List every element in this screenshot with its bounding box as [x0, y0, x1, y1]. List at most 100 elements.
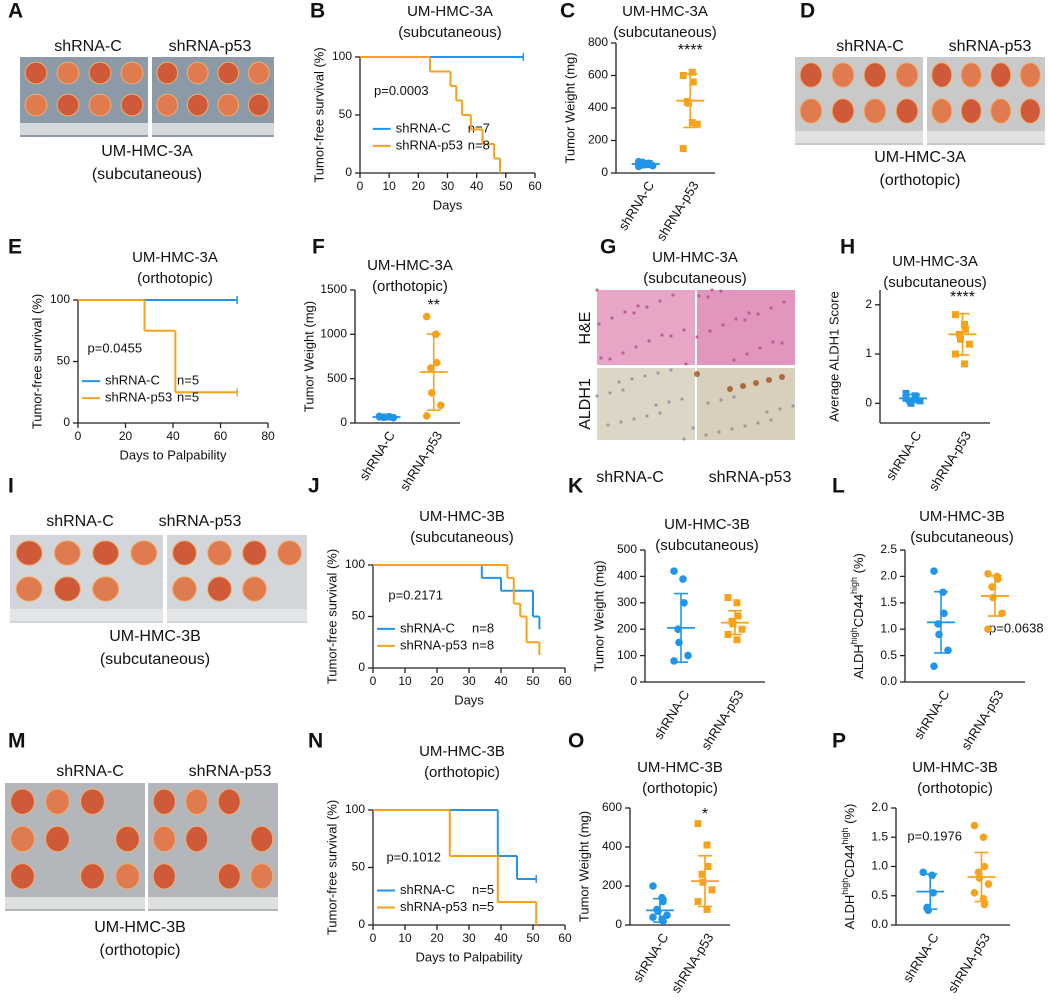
chart-title: UM-HMC-3B	[919, 508, 1005, 525]
x-tick-label: 30	[462, 931, 476, 945]
cell	[732, 358, 736, 362]
chart-title: UM-HMC-3B	[912, 759, 998, 776]
panel-letter: M	[8, 730, 26, 753]
x-tick-label: shRNA-C	[630, 930, 672, 985]
y-tick-label: 1500	[320, 282, 347, 296]
panel-letter: N	[308, 730, 323, 753]
data-point	[649, 882, 657, 890]
chart-title: UM-HMC-3A	[652, 249, 738, 266]
cell	[717, 430, 721, 434]
cell	[756, 421, 760, 425]
cell	[740, 383, 746, 389]
legend-label: shRNA-p53	[400, 899, 467, 914]
cell	[747, 311, 751, 315]
cell	[643, 374, 647, 378]
y-tick-label: 0.5	[880, 648, 897, 662]
row-label: H&E	[577, 312, 594, 345]
x-tick-label: shRNA-p53	[653, 178, 701, 243]
tumor	[799, 98, 823, 124]
cell	[706, 401, 710, 405]
y-tick-label: 0.5	[871, 888, 888, 902]
panel-letter: L	[832, 475, 845, 498]
cell	[669, 368, 673, 372]
legend-n: n=5	[177, 390, 199, 405]
tumor	[217, 788, 241, 815]
tumor	[56, 61, 80, 85]
y-tick-label: 0.0	[880, 674, 897, 688]
cell	[608, 391, 612, 395]
data-point	[733, 636, 741, 644]
y-tick-label: 1.0	[880, 621, 897, 635]
x-tick-label: 80	[261, 429, 275, 443]
panel-letter: F	[312, 236, 325, 259]
tumor	[172, 540, 197, 566]
x-tick-label: 60	[528, 179, 542, 193]
chart-subtitle: (orthotopic)	[137, 270, 213, 287]
cell	[682, 328, 686, 332]
chart-title: UM-HMC-3B	[419, 508, 505, 525]
data-point	[436, 401, 445, 410]
y-tick-label: 0	[615, 917, 622, 931]
y-tick-label: 200	[588, 133, 608, 147]
tumor	[88, 93, 112, 117]
annotation: ****	[678, 42, 703, 59]
data-point	[961, 320, 968, 328]
tumor	[45, 825, 70, 853]
x-tick-label: 60	[558, 674, 572, 688]
image-caption: (subcutaneous)	[100, 651, 210, 668]
panel-letter: B	[310, 0, 325, 23]
tumor	[172, 576, 197, 602]
tumor	[863, 98, 887, 124]
ruler	[152, 123, 274, 135]
y-tick-label: 50	[57, 354, 71, 368]
data-point	[648, 161, 657, 170]
cell	[753, 380, 759, 386]
data-point	[659, 917, 667, 925]
chart-subtitle: (subcutaneous)	[883, 274, 986, 291]
cell	[632, 417, 636, 421]
cell	[704, 433, 708, 437]
legend-n: n=5	[472, 899, 494, 914]
chart-subtitle: (orthotopic)	[642, 780, 718, 797]
data-point	[729, 620, 737, 628]
cell	[732, 395, 736, 399]
annotation: p=0.2171	[388, 587, 443, 602]
x-tick-label: shRNA-C	[651, 687, 693, 742]
cell	[658, 411, 662, 415]
cell	[694, 371, 700, 377]
data-point	[930, 567, 938, 575]
y-tick-label: 600	[602, 800, 622, 814]
data-point	[994, 575, 1002, 583]
cell	[719, 289, 723, 293]
cell	[595, 394, 599, 398]
y-tick-label: 200	[602, 878, 622, 892]
cell	[669, 334, 673, 338]
x-tick-label: 50	[526, 931, 540, 945]
data-point	[679, 575, 687, 583]
y-tick-label: 500	[327, 371, 347, 385]
y-tick-label: 50	[352, 860, 366, 874]
cell	[599, 356, 603, 360]
tumor	[895, 98, 919, 124]
x-tick-label: 20	[119, 429, 133, 443]
data-point	[688, 119, 696, 127]
data-point	[432, 358, 441, 367]
cell	[632, 311, 636, 315]
y-tick-label: 400	[602, 839, 622, 853]
y-tick-label: 100	[332, 49, 352, 63]
chart-title: UM-HMC-3A	[892, 253, 978, 270]
histology-image	[597, 368, 695, 440]
cell	[710, 288, 714, 292]
y-tick-label: 0	[630, 674, 637, 688]
data-point	[733, 599, 741, 607]
tumor	[186, 61, 209, 85]
y-axis-label: Tumor Weight (mg)	[562, 52, 577, 163]
image-label: shRNA-p53	[159, 513, 242, 530]
data-point	[980, 862, 989, 871]
image-label: shRNA-C	[54, 38, 122, 55]
cell	[658, 299, 662, 303]
data-point	[680, 599, 688, 607]
cell	[636, 304, 640, 308]
x-tick-label: 60	[558, 931, 572, 945]
